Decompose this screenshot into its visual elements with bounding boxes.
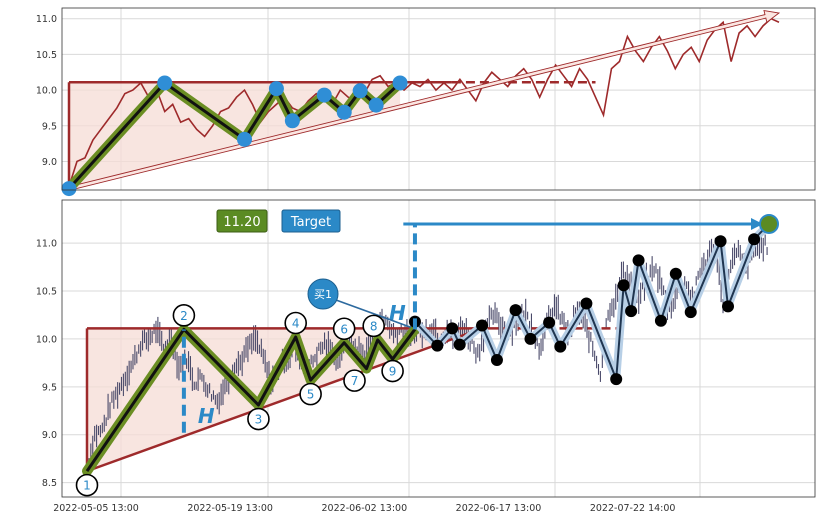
swing-point	[684, 306, 697, 319]
top-pivot-point	[316, 87, 332, 103]
target-point	[759, 213, 779, 234]
swing-point	[476, 319, 489, 332]
bottom-panel-frame	[61, 199, 816, 498]
top-pivot-point	[368, 97, 384, 113]
pattern-point-label: 8	[370, 319, 378, 333]
swing-point	[722, 300, 735, 313]
bottom-y-tick-label: 9.0	[42, 430, 57, 441]
swing-point	[669, 267, 682, 280]
bottom-y-tick-label: 9.5	[42, 382, 57, 393]
swing-point	[610, 373, 623, 386]
swing-point	[543, 316, 556, 329]
swing-point	[714, 235, 727, 248]
projection-marker-label: H	[389, 301, 406, 325]
target-arrowhead	[751, 217, 763, 230]
pattern-point-label: 4	[292, 317, 300, 331]
pattern-point-marker	[381, 359, 404, 383]
x-tick-label: 2022-05-05 13:00	[53, 503, 139, 514]
target-value-box	[216, 209, 268, 233]
top-pivot-point	[157, 75, 173, 91]
swing-point	[453, 338, 466, 351]
top-pivot-point	[352, 83, 368, 99]
buy-signal-bubble	[307, 278, 339, 310]
top-pivot-point	[392, 75, 408, 91]
bottom-panel: 8.5 9.0 9.5 10.0 10.5 11.0 2022-05-05 13:00 202…	[36, 199, 816, 514]
pattern-point-label: 5	[307, 388, 315, 402]
swing-point	[554, 340, 567, 353]
pattern-point-marker	[75, 473, 99, 497]
target-label-box	[281, 209, 341, 233]
top-pivot-point	[61, 181, 77, 197]
x-tick-label: 2022-05-19 13:00	[187, 503, 273, 514]
swing-point	[524, 332, 537, 345]
pattern-point-marker	[247, 407, 270, 431]
top-y-tick-label: 9.0	[42, 157, 57, 168]
pattern-point-label: 1	[83, 479, 91, 493]
top-y-tick-label: 10.5	[36, 50, 57, 61]
swing-point	[748, 233, 761, 246]
pattern-point-label: 7	[351, 374, 359, 388]
top-y-tick-label: 10.0	[36, 86, 57, 97]
bottom-y-tick-label: 10.5	[36, 287, 57, 298]
swing-point	[654, 314, 667, 327]
pattern-point-marker	[362, 314, 385, 338]
buy-signal-label: 买1	[314, 288, 332, 301]
bottom-y-tick-label: 11.0	[36, 239, 57, 250]
pattern-point-label: 6	[340, 322, 348, 336]
top-y-tick-label: 11.0	[36, 14, 57, 25]
pattern-point-marker	[343, 369, 366, 392]
pattern-point-marker	[284, 311, 307, 335]
pattern-point-marker	[332, 317, 356, 341]
target-value-label: 11.20	[223, 215, 260, 230]
top-pivot-point	[268, 81, 284, 97]
buy-signal-connector	[335, 299, 412, 329]
top-pivot-point	[336, 104, 352, 120]
pattern-point-marker	[172, 304, 196, 327]
height-marker-label: H	[198, 404, 215, 428]
swing-point	[580, 297, 593, 310]
top-panel-frame	[61, 7, 816, 191]
target-label: Target	[290, 215, 331, 230]
pattern-point-label: 3	[255, 413, 263, 427]
bottom-zigzag-line	[85, 327, 417, 472]
bottom-y-tick-label: 10.0	[36, 334, 57, 345]
x-tick-label: 2022-06-17 13:00	[456, 503, 542, 514]
swing-point	[431, 339, 444, 352]
swing-point	[446, 322, 459, 335]
top-y-tick-label: 9.5	[42, 121, 57, 132]
top-pivot-point	[284, 113, 300, 129]
top-panel: 9.0 9.5 10.0 10.5 11.0	[36, 7, 816, 197]
bottom-y-tick-label: 8.5	[42, 478, 57, 489]
swing-point	[632, 254, 645, 267]
pattern-point-label: 9	[389, 365, 397, 379]
x-tick-label: 2022-06-02 13:00	[322, 503, 408, 514]
swing-point	[490, 353, 503, 366]
swing-point	[509, 304, 522, 317]
pattern-point-marker	[299, 382, 322, 406]
x-tick-label: 2022-07-22 14:00	[590, 503, 676, 514]
swing-point	[625, 305, 638, 318]
top-zigzag-line	[67, 81, 402, 190]
bottom-support-line	[86, 327, 483, 473]
swing-line	[414, 223, 770, 381]
pattern-point-label: 2	[180, 309, 188, 323]
swing-point	[617, 279, 630, 292]
top-pivot-point	[237, 131, 253, 147]
